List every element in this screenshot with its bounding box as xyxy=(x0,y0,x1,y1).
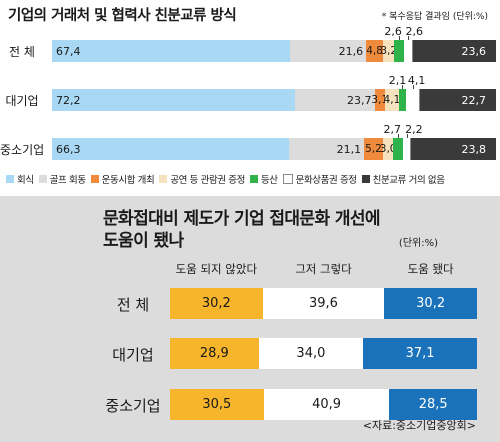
bar-segment: 23,8 xyxy=(410,138,496,160)
bar-segment xyxy=(393,138,404,160)
bar-segment: 30,2 xyxy=(170,288,263,319)
bar-segment xyxy=(394,40,404,62)
bar-segment: 21,1 xyxy=(288,138,365,160)
bar-segment: 21,6 xyxy=(289,40,367,62)
legend-label: 골프 회동 xyxy=(49,175,86,186)
legend-swatch xyxy=(282,174,293,184)
column-header: 도움 되지 않았다 xyxy=(175,262,258,276)
bar-segment: 3,2 xyxy=(380,40,397,62)
bar-segment: 22,7 xyxy=(419,89,496,111)
bar-segment: 72,2 xyxy=(52,89,295,111)
legend-label: 운동시합 개최 xyxy=(101,175,155,186)
legend-item: 골프 회동 xyxy=(38,172,86,186)
legend-label: 회식 xyxy=(17,175,34,186)
legend-item: 회식 xyxy=(6,172,34,186)
bar-segment: 5,2 xyxy=(364,138,383,160)
legend-label: 친분교류 거의 없음 xyxy=(372,175,445,186)
chart-title-line2: 도움이 됐나 xyxy=(103,231,184,251)
bar-segment: 66,3 xyxy=(52,138,289,160)
legend-item: 운동시합 개최 xyxy=(90,172,155,186)
chart-legend: 회식 골프 회동 운동시합 개최 공연 등 관람권 증정 등산 문화상품권 증정 친분교류 … xyxy=(6,171,498,187)
data-label: 2,7 xyxy=(383,123,401,136)
chart-note: * 복수응답 결과임 (단위:%) xyxy=(381,12,488,22)
bar-segment: 3,1 xyxy=(371,89,388,111)
row-label: 전 체 xyxy=(116,296,150,314)
legend-swatch xyxy=(159,175,168,183)
legend-swatch xyxy=(361,175,370,183)
row-label: 전 체 xyxy=(9,45,35,59)
chart-culture-expense: 문화접대비 제도가 기업 접대문화 개선에 도움이 됐나 (단위:%) 도움 되… xyxy=(0,196,500,442)
row-label: 중소기업 xyxy=(105,397,161,415)
legend-swatch xyxy=(90,175,99,183)
data-label: 2,1 xyxy=(388,74,407,87)
bar-segment: 3,0 xyxy=(380,138,396,160)
leader-line xyxy=(412,85,414,89)
bar-segment xyxy=(398,89,406,111)
legend-swatch xyxy=(6,175,14,183)
bar-segment: 4,1 xyxy=(384,89,400,111)
bar-segment xyxy=(403,40,413,62)
leader-line xyxy=(398,134,400,138)
chart-source: <자료:중소기업중앙회> xyxy=(362,419,476,432)
bar-segment: 34,0 xyxy=(258,338,364,369)
leader-line xyxy=(407,134,409,138)
column-header: 도움 됐다 xyxy=(407,262,454,276)
bar-segment: 30,5 xyxy=(170,389,264,420)
row-label: 대기업 xyxy=(112,346,154,364)
legend-label: 문화상품권 증정 xyxy=(295,175,357,186)
data-label: 4,1 xyxy=(407,74,426,87)
bar-segment xyxy=(405,89,420,111)
legend-item: 문화상품권 증정 xyxy=(282,172,357,186)
data-label: 2,6 xyxy=(384,25,402,38)
legend-swatch xyxy=(249,175,258,183)
legend-item: 공연 등 관람권 증정 xyxy=(159,172,245,186)
bar-segment: 28,5 xyxy=(389,389,477,420)
bar-segment: 30,2 xyxy=(384,288,477,319)
chart-title-line1: 문화접대비 제도가 기업 접대문화 개선에 xyxy=(103,209,381,229)
data-label: 2,6 xyxy=(405,25,424,38)
leader-line xyxy=(402,85,404,89)
leader-line xyxy=(398,36,400,40)
legend-swatch xyxy=(38,175,47,183)
legend-label: 등산 xyxy=(260,175,278,186)
bar-segment: 40,9 xyxy=(263,389,390,420)
column-header: 그저 그렇다 xyxy=(295,262,352,276)
bar-segment: 23,6 xyxy=(412,40,496,62)
bar-segment xyxy=(403,138,411,160)
leader-line xyxy=(408,36,410,40)
bar-segment: 23,7 xyxy=(294,89,375,111)
chart-unit: (단위:%) xyxy=(398,238,438,249)
legend-label: 공연 등 관람권 증정 xyxy=(170,175,245,186)
chart-title: 기업의 거래처 및 협력사 친분교류 방식 xyxy=(8,8,237,24)
bar-segment: 4,8 xyxy=(366,40,384,62)
data-label: 2,2 xyxy=(405,123,423,136)
bar-segment: 28,9 xyxy=(170,338,259,369)
bar-segment: 67,4 xyxy=(52,40,290,62)
legend-item: 등산 xyxy=(249,172,278,186)
row-label: 중소기업 xyxy=(0,143,45,157)
row-label: 대기업 xyxy=(5,94,39,108)
bar-segment: 39,6 xyxy=(262,288,385,319)
legend-item: 친분교류 거의 없음 xyxy=(361,172,445,186)
chart-friendship-methods: 기업의 거래처 및 협력사 친분교류 방식 * 복수응답 결과임 (단위:%) … xyxy=(0,0,500,196)
bar-segment: 37,1 xyxy=(363,338,477,369)
